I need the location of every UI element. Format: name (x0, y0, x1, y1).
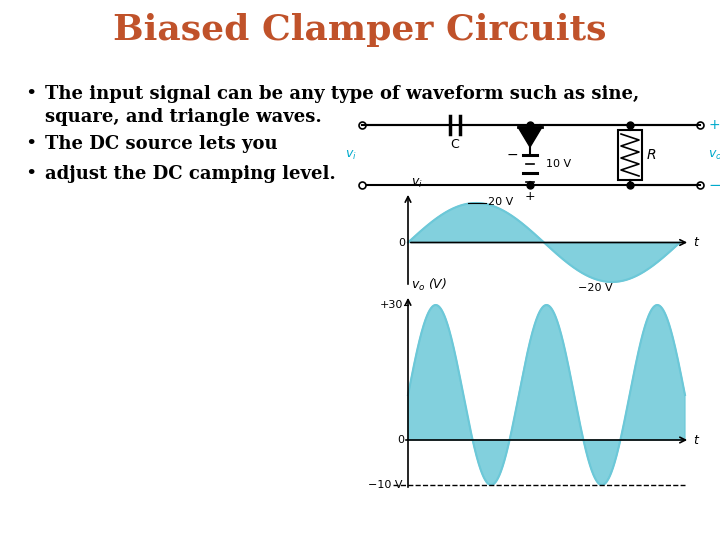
Polygon shape (518, 127, 542, 147)
Text: square, and triangle waves.: square, and triangle waves. (45, 108, 322, 126)
Text: 10 V: 10 V (546, 159, 571, 169)
Text: $v_o$ (V): $v_o$ (V) (411, 277, 447, 293)
Text: +: + (525, 190, 535, 203)
Text: 0: 0 (397, 435, 404, 445)
Text: +: + (708, 118, 719, 132)
Text: adjust the DC camping level.: adjust the DC camping level. (45, 165, 336, 183)
Text: C: C (451, 138, 459, 151)
Text: Biased Clamper Circuits: Biased Clamper Circuits (113, 13, 607, 47)
Text: 0: 0 (398, 238, 405, 247)
Text: +30: +30 (379, 300, 403, 310)
Text: The DC source lets you: The DC source lets you (45, 135, 278, 153)
Text: The input signal can be any type of waveform such as sine,: The input signal can be any type of wave… (45, 85, 639, 103)
Text: $t$: $t$ (693, 434, 701, 447)
Text: R: R (647, 148, 657, 162)
Text: $v_o$: $v_o$ (708, 148, 720, 161)
Text: $v_i$: $v_i$ (345, 148, 357, 161)
Text: 20 V: 20 V (488, 197, 513, 207)
Text: $t$: $t$ (693, 236, 701, 249)
Text: •: • (25, 165, 37, 183)
Text: •: • (25, 85, 37, 103)
Text: −20 V: −20 V (578, 283, 613, 293)
Text: −: − (708, 178, 720, 192)
Bar (618, 130, 642, 180)
Text: •: • (25, 135, 37, 153)
Text: −: − (506, 148, 518, 162)
Text: $v_i$: $v_i$ (411, 177, 423, 190)
Text: −10 V: −10 V (369, 480, 403, 490)
